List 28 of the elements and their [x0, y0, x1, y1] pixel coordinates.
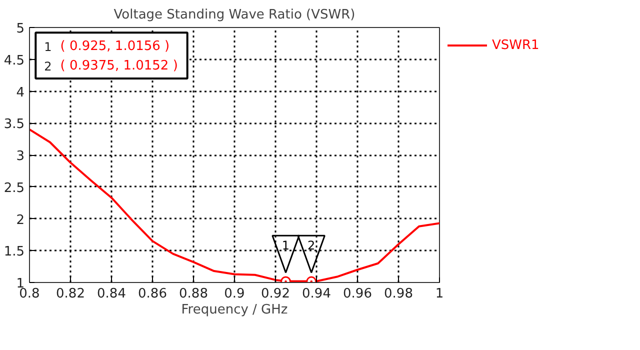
y-tick-label: 3	[16, 149, 25, 164]
x-axis-title: Frequency / GHz	[181, 302, 288, 318]
text: 2	[44, 59, 52, 74]
chart-title: Voltage Standing Wave Ratio (VSWR)	[114, 8, 356, 22]
y-tick-label: 2.5	[4, 180, 25, 196]
x-tick-label: 0.96	[343, 286, 372, 302]
x-tick-label: 0.9	[224, 286, 245, 302]
y-tick-label: 4.5	[4, 53, 25, 68]
x-tick-label: 0.98	[384, 286, 413, 302]
x-tick-label: 0.8	[19, 286, 40, 302]
x-tick-label: 1	[435, 286, 444, 302]
text: 1	[44, 40, 52, 54]
y-tick-label: 4	[16, 85, 25, 100]
x-tick-label: 0.92	[261, 286, 290, 302]
y-tick-label: 2	[16, 212, 25, 228]
annotation: ( 0.9375, 1.0152 )	[60, 58, 178, 74]
x-tick-label: 0.86	[138, 286, 167, 302]
annotation: ( 0.925, 1.0156 )	[60, 39, 170, 54]
x-tick-label: 0.84	[97, 286, 126, 302]
y-tick-label: 5	[16, 22, 25, 36]
annotation: 1	[282, 238, 290, 253]
x-tick-label: 0.94	[302, 286, 331, 302]
annotation: 2	[308, 238, 316, 253]
y-tick-label: 3.5	[4, 117, 25, 132]
y-tick-label: 1.5	[4, 244, 25, 260]
legend-label: VSWR1	[492, 38, 540, 52]
x-tick-label: 0.82	[56, 286, 85, 302]
x-tick-label: 0.88	[179, 286, 208, 302]
